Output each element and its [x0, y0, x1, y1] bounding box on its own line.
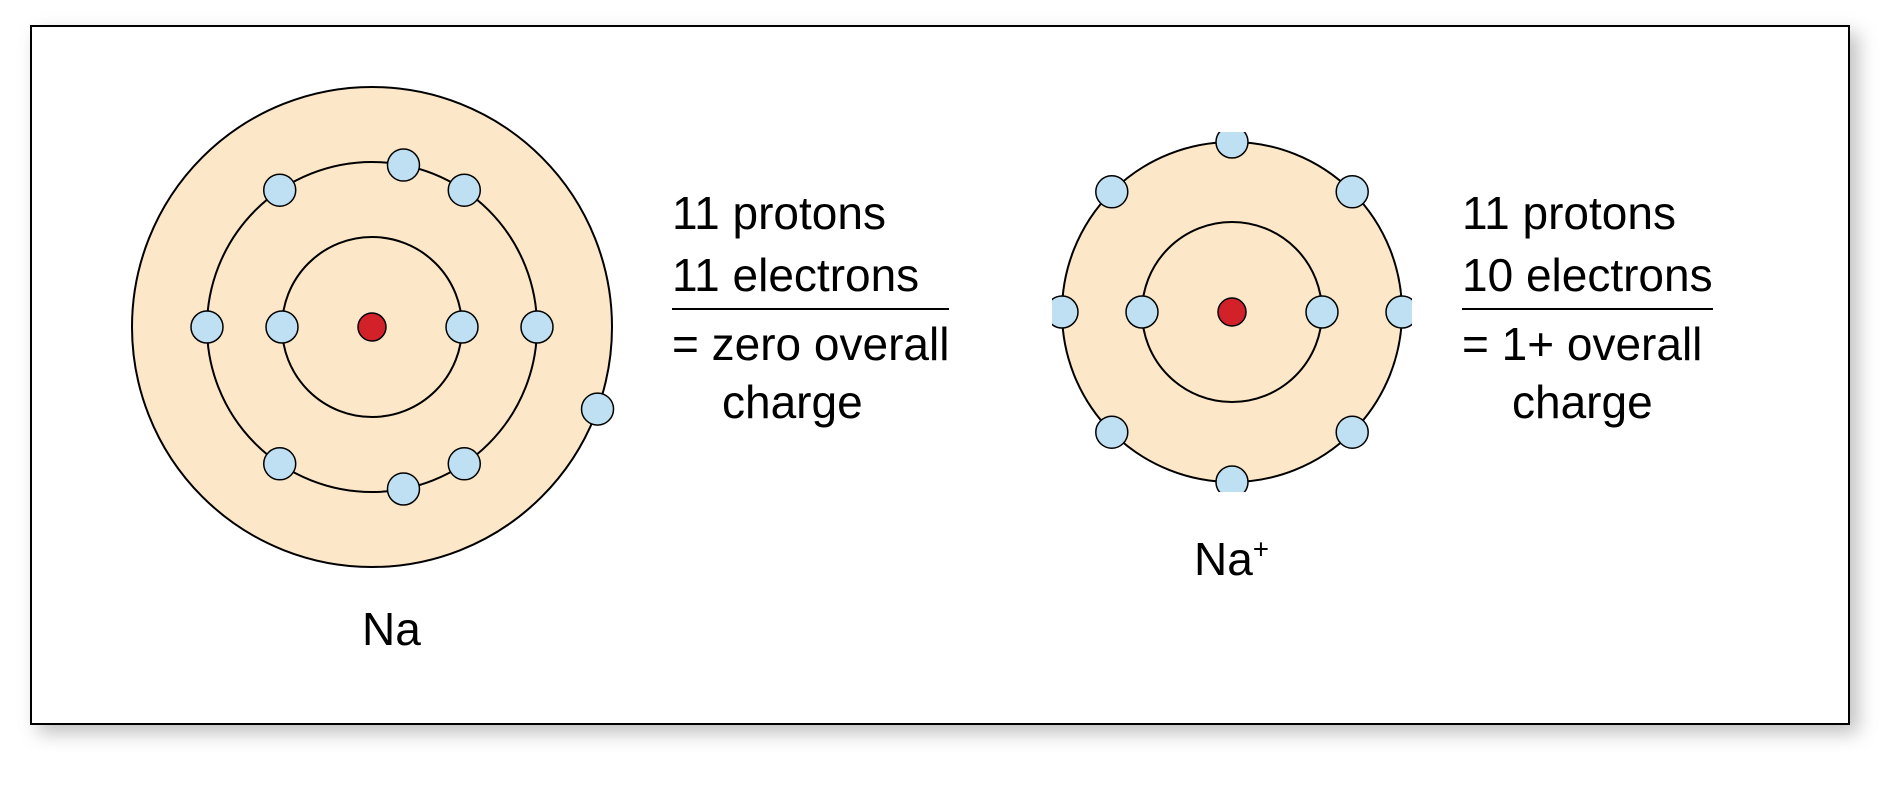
na-atom-protons-line: 11 protons: [672, 185, 949, 247]
na-atom-electron-9: [521, 311, 553, 343]
na-ion-label-text: Na: [1194, 533, 1253, 585]
na-atom-electron-1: [266, 311, 298, 343]
na-atom-electron-5: [191, 311, 223, 343]
na-atom-electron-3: [264, 174, 296, 206]
na-ion-electron-7: [1216, 466, 1248, 492]
na-ion-electron-0: [1306, 296, 1338, 328]
na-ion-electron-3: [1096, 176, 1128, 208]
na-atom-label-text: Na: [362, 603, 421, 655]
na-ion-svg: [1052, 132, 1412, 492]
na-ion-electron-2: [1216, 132, 1248, 158]
na-atom-holder: Na: [112, 67, 632, 587]
na-atom-electron-4: [448, 174, 480, 206]
na-atom-charge-block: 11 protons11 electrons= zero overallchar…: [672, 185, 949, 431]
na-ion-electrons-line: 10 electrons: [1462, 247, 1713, 309]
na-ion-electron-1: [1126, 296, 1158, 328]
na-atom-electron-8: [448, 448, 480, 480]
na-atom-svg: [112, 67, 632, 587]
na-atom-electron-2: [387, 149, 419, 181]
na-atom-label: Na: [362, 602, 421, 656]
na-ion-result-line-2: charge: [1462, 374, 1713, 432]
na-ion-label: Na+: [1194, 532, 1269, 586]
na-ion-electron-9: [1386, 296, 1412, 328]
na-ion-charge-block: 11 protons10 electrons= 1+ overallcharge: [1462, 185, 1713, 431]
na-atom-result-line-1: = zero overall: [672, 308, 949, 374]
na-atom-electron-7: [387, 473, 419, 505]
na-ion-electron-5: [1052, 296, 1078, 328]
na-atom-nucleus: [358, 313, 386, 341]
na-ion-electron-4: [1336, 176, 1368, 208]
na-ion-label-sup: +: [1253, 534, 1269, 565]
diagram-stage: Na11 protons11 electrons= zero overallch…: [0, 0, 1891, 811]
na-ion-electron-8: [1336, 416, 1368, 448]
na-atom-electrons-line: 11 electrons: [672, 247, 949, 309]
na-ion-electron-6: [1096, 416, 1128, 448]
na-ion-holder: Na+: [1052, 132, 1412, 492]
na-ion-nucleus: [1218, 298, 1246, 326]
na-atom-electron-0: [446, 311, 478, 343]
diagram-panel: Na11 protons11 electrons= zero overallch…: [30, 25, 1850, 725]
na-ion-protons-line: 11 protons: [1462, 185, 1713, 247]
na-atom-result-line-2: charge: [672, 374, 949, 432]
na-atom-electron-6: [264, 448, 296, 480]
na-ion-result-line-1: = 1+ overall: [1462, 308, 1713, 374]
na-atom-electron-10: [582, 393, 614, 425]
